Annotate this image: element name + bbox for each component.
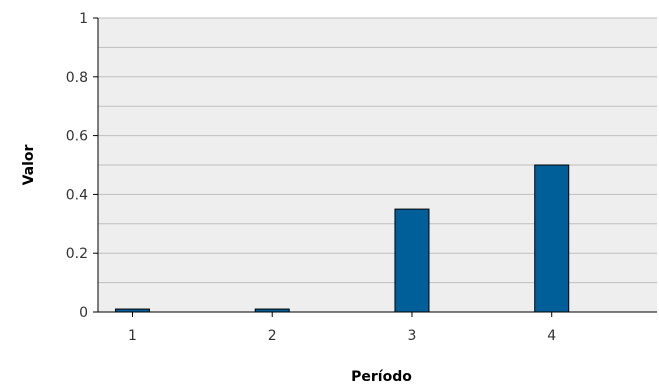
x-axis-label: Período: [351, 369, 412, 385]
x-tick-label: 3: [408, 328, 417, 344]
y-tick-label: 0: [79, 305, 88, 321]
bars: [114, 164, 570, 313]
tick-labels: 0 0.2 0.4 0.6 0.8 1 1 2 3 4: [66, 11, 557, 344]
x-tick-label: 2: [268, 328, 277, 344]
y-tick-label: 0.6: [66, 129, 88, 145]
y-axis-label: Valor: [21, 144, 37, 185]
bar-3: [394, 208, 430, 313]
x-tick-label: 4: [547, 328, 556, 344]
axes: [97, 18, 657, 313]
y-tick-label: 0.8: [66, 70, 88, 86]
y-tick-label: 0.4: [66, 187, 88, 203]
y-tick-label: 0.2: [66, 246, 88, 262]
grid-lines: [98, 17, 657, 284]
x-tick-label: 1: [128, 328, 137, 344]
bar-4: [534, 164, 570, 313]
y-tick-label: 1: [79, 11, 88, 27]
